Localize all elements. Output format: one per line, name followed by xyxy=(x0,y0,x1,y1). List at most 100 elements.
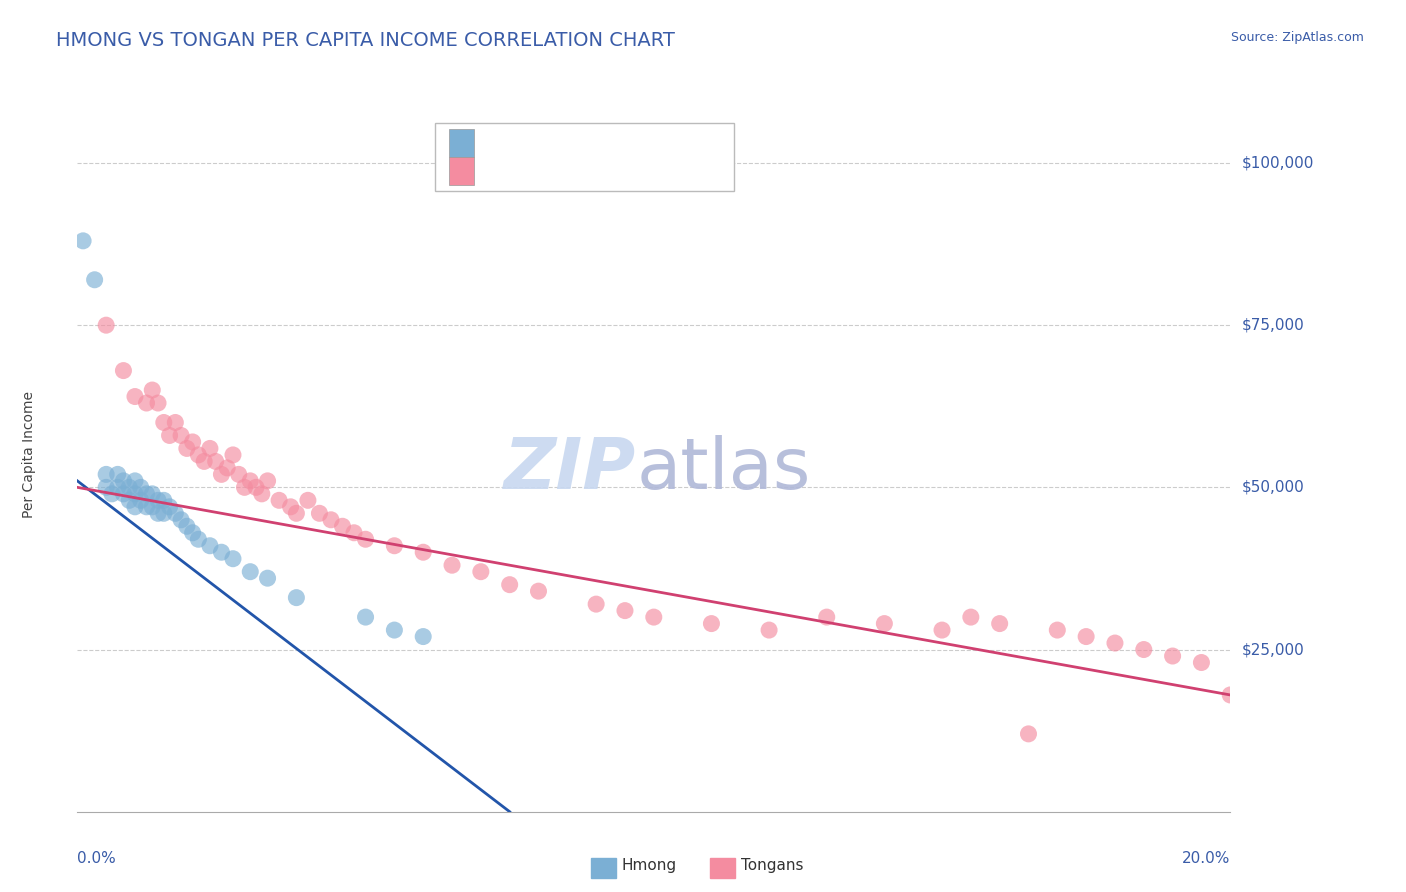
FancyBboxPatch shape xyxy=(449,157,474,186)
Point xyxy=(118,493,141,508)
Point xyxy=(1104,636,1126,650)
Point xyxy=(198,442,221,456)
Point xyxy=(165,506,187,520)
Point xyxy=(470,565,492,579)
Text: $50,000: $50,000 xyxy=(1241,480,1305,495)
Point xyxy=(354,610,377,624)
Point xyxy=(343,525,366,540)
Text: Per Capita Income: Per Capita Income xyxy=(22,392,37,518)
Point xyxy=(758,623,780,637)
Point xyxy=(1161,648,1184,663)
Point xyxy=(700,616,723,631)
Point xyxy=(124,390,146,404)
Point xyxy=(585,597,607,611)
Point xyxy=(165,416,187,430)
FancyBboxPatch shape xyxy=(434,123,734,191)
Text: $75,000: $75,000 xyxy=(1241,318,1305,333)
Point xyxy=(198,539,221,553)
Point xyxy=(146,396,169,410)
Point xyxy=(96,318,118,333)
Point xyxy=(193,454,215,468)
Text: $25,000: $25,000 xyxy=(1241,642,1305,657)
Point xyxy=(176,442,198,456)
Point xyxy=(181,434,204,449)
Point xyxy=(412,545,434,559)
Point xyxy=(1076,630,1098,644)
Point xyxy=(815,610,838,624)
Point xyxy=(170,428,193,442)
Point xyxy=(96,480,118,494)
Text: atlas: atlas xyxy=(637,434,811,504)
Point xyxy=(96,467,118,482)
Point xyxy=(83,273,105,287)
Point xyxy=(135,487,157,501)
Point xyxy=(988,616,1011,631)
Point xyxy=(129,480,152,494)
Point xyxy=(245,480,267,494)
Point xyxy=(176,519,198,533)
Point xyxy=(1046,623,1069,637)
Point xyxy=(107,467,129,482)
Point xyxy=(129,493,152,508)
Point xyxy=(153,506,174,520)
Point xyxy=(153,416,174,430)
Text: 20.0%: 20.0% xyxy=(1182,851,1230,866)
Point xyxy=(382,539,406,553)
Point xyxy=(141,500,163,514)
Point xyxy=(1133,642,1156,657)
Point xyxy=(308,506,330,520)
Point xyxy=(187,533,209,547)
Point xyxy=(319,513,342,527)
Point xyxy=(141,383,163,397)
Point xyxy=(614,604,637,618)
Text: 0.0%: 0.0% xyxy=(77,851,117,866)
Point xyxy=(124,487,146,501)
Point xyxy=(256,571,278,585)
Point xyxy=(217,461,239,475)
Point xyxy=(228,467,250,482)
Point xyxy=(412,630,434,644)
Point xyxy=(297,493,319,508)
Point xyxy=(250,487,273,501)
Point xyxy=(72,234,94,248)
Text: ZIP: ZIP xyxy=(505,434,637,504)
Point xyxy=(153,493,174,508)
Point xyxy=(441,558,464,573)
Point xyxy=(159,500,181,514)
Point xyxy=(643,610,665,624)
Text: HMONG VS TONGAN PER CAPITA INCOME CORRELATION CHART: HMONG VS TONGAN PER CAPITA INCOME CORREL… xyxy=(56,31,675,50)
Point xyxy=(256,474,278,488)
Point xyxy=(1219,688,1241,702)
Point xyxy=(118,480,141,494)
Point xyxy=(211,545,233,559)
Text: $100,000: $100,000 xyxy=(1241,155,1315,170)
Point xyxy=(141,487,163,501)
Point xyxy=(239,474,262,488)
Point xyxy=(124,500,146,514)
Point xyxy=(112,487,135,501)
Point xyxy=(146,493,169,508)
Point xyxy=(931,623,953,637)
Text: Hmong: Hmong xyxy=(621,858,676,872)
FancyBboxPatch shape xyxy=(449,128,474,157)
Point xyxy=(499,577,522,591)
Point xyxy=(280,500,302,514)
Point xyxy=(101,487,124,501)
Point xyxy=(112,474,135,488)
Point xyxy=(222,551,245,566)
Point xyxy=(354,533,377,547)
Point xyxy=(222,448,245,462)
Point xyxy=(285,591,308,605)
Point xyxy=(135,396,157,410)
Point xyxy=(204,454,226,468)
Point xyxy=(124,474,146,488)
Point xyxy=(159,428,181,442)
Point xyxy=(960,610,983,624)
Point xyxy=(239,565,262,579)
Point xyxy=(1191,656,1213,670)
Point xyxy=(170,513,193,527)
Point xyxy=(285,506,308,520)
Point xyxy=(527,584,550,599)
Point xyxy=(267,493,291,508)
Point xyxy=(332,519,354,533)
